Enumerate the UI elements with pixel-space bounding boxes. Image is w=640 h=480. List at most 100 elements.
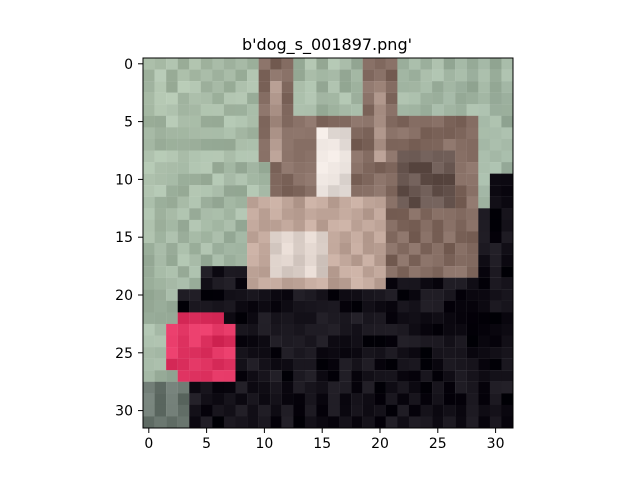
image-pixel	[189, 370, 201, 382]
image-pixel	[189, 115, 201, 128]
image-pixel	[408, 393, 421, 406]
x-tick-label: 5	[202, 436, 211, 452]
image-pixel	[247, 115, 259, 128]
image-pixel	[385, 381, 398, 394]
image-pixel	[466, 393, 479, 406]
image-pixel	[258, 69, 271, 82]
image-pixel	[501, 243, 514, 255]
image-pixel	[189, 358, 201, 371]
image-pixel	[385, 219, 398, 232]
image-pixel	[212, 92, 225, 105]
image-pixel	[166, 138, 178, 151]
image-pixel	[328, 358, 340, 371]
image-pixel	[501, 277, 514, 290]
image-pixel	[212, 312, 225, 325]
image-pixel	[432, 150, 444, 163]
image-pixel	[177, 381, 190, 394]
image-pixel	[258, 115, 271, 128]
image-pixel	[154, 254, 167, 267]
image-pixel	[258, 277, 271, 290]
image-pixel	[420, 347, 433, 359]
image-pixel	[478, 300, 491, 313]
image-pixel	[316, 208, 329, 221]
image-pixel	[466, 150, 479, 163]
image-pixel	[235, 115, 248, 128]
image-pixel	[443, 370, 456, 382]
image-pixel	[270, 335, 282, 348]
image-pixel	[235, 254, 248, 267]
image-pixel	[501, 254, 514, 267]
image-pixel	[235, 231, 248, 244]
image-pixel	[304, 69, 317, 82]
image-pixel	[489, 81, 502, 93]
image-pixel	[281, 300, 294, 313]
image-pixel	[166, 370, 178, 382]
image-pixel	[328, 162, 340, 174]
image-pixel	[489, 416, 502, 429]
image-pixel	[489, 58, 502, 70]
image-pixel	[200, 393, 213, 406]
image-pixel	[443, 69, 456, 82]
image-pixel	[408, 58, 421, 70]
image-pixel	[258, 347, 271, 359]
image-pixel	[258, 208, 271, 221]
image-pixel	[212, 381, 225, 394]
image-pixel	[247, 219, 259, 232]
image-pixel	[420, 219, 433, 232]
image-pixel	[223, 243, 236, 255]
image-pixel	[177, 58, 190, 70]
image-pixel	[177, 277, 190, 290]
image-pixel	[281, 416, 294, 429]
image-pixel	[397, 92, 410, 105]
image-pixel	[385, 69, 398, 82]
image-pixel	[166, 162, 178, 174]
image-pixel	[154, 173, 167, 186]
image-pixel	[235, 416, 248, 429]
image-pixel	[478, 208, 491, 221]
image-pixel	[328, 231, 340, 244]
image-pixel	[455, 81, 467, 93]
image-pixel	[466, 254, 479, 267]
image-pixel	[143, 208, 155, 221]
image-pixel	[385, 323, 398, 336]
image-pixel	[200, 219, 213, 232]
image-pixel	[374, 127, 386, 140]
image-pixel	[455, 104, 467, 116]
image-pixel	[223, 289, 236, 301]
image-pixel	[455, 196, 467, 209]
image-pixel	[489, 358, 502, 371]
image-pixel	[374, 92, 386, 105]
image-pixel	[247, 196, 259, 209]
image-pixel	[293, 266, 306, 278]
image-pixel	[223, 196, 236, 209]
image-pixel	[223, 208, 236, 221]
image-pixel	[397, 115, 410, 128]
image-pixel	[328, 138, 340, 151]
image-pixel	[200, 231, 213, 244]
image-pixel	[339, 393, 352, 406]
image-pixel	[489, 370, 502, 382]
image-pixel	[304, 138, 317, 151]
image-pixel	[212, 266, 225, 278]
image-pixel	[328, 335, 340, 348]
image-pixel	[143, 335, 155, 348]
image-pixel	[397, 323, 410, 336]
image-pixel	[143, 185, 155, 197]
image-pixel	[328, 81, 340, 93]
image-pixel	[270, 219, 282, 232]
image-pixel	[304, 208, 317, 221]
image-pixel	[443, 404, 456, 417]
image-pixel	[362, 254, 375, 267]
image-pixel	[489, 115, 502, 128]
image-pixel	[177, 370, 190, 382]
image-pixel	[489, 138, 502, 151]
image-pixel	[328, 219, 340, 232]
image-pixel	[489, 69, 502, 82]
image-pixel	[281, 266, 294, 278]
image-pixel	[166, 150, 178, 163]
image-pixel	[466, 81, 479, 93]
y-tick-label: 25	[115, 346, 133, 362]
image-pixel	[455, 393, 467, 406]
image-pixel	[154, 335, 167, 348]
image-pixel	[374, 69, 386, 82]
